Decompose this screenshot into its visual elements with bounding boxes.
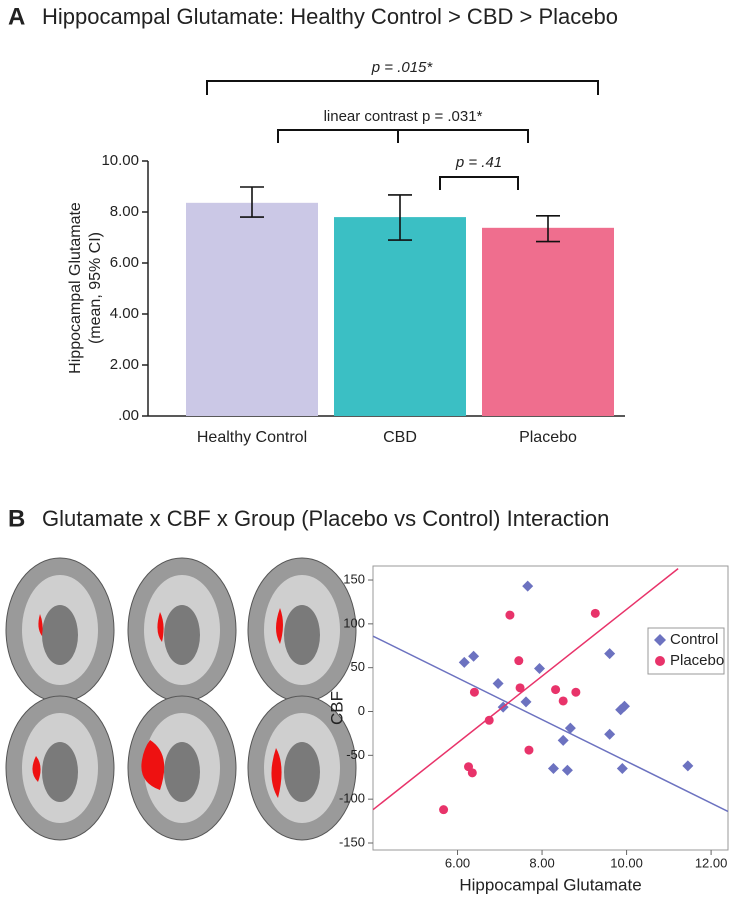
bar (186, 202, 318, 416)
fit-line (373, 568, 679, 811)
y-tick-label: 4.00 (110, 305, 139, 322)
bar (482, 227, 614, 416)
x-tick-label: 8.00 (529, 855, 554, 870)
fit-line (373, 635, 728, 813)
brackets (206, 80, 599, 190)
point (458, 656, 470, 668)
brain-slice (5, 557, 115, 703)
point (604, 648, 616, 660)
legend-marker (655, 656, 665, 666)
point (561, 764, 573, 776)
legend-marker (654, 634, 666, 646)
point (439, 805, 449, 815)
point (522, 580, 534, 592)
y-axis-label: Hippocampal Glutamate (67, 202, 84, 374)
x-tick-label: 10.00 (610, 855, 643, 870)
y-tick-label: 50 (351, 659, 365, 674)
point (524, 745, 534, 755)
legend-label: Control (670, 631, 718, 648)
legend-label: Placebo (670, 652, 724, 669)
y-tick-label: -50 (346, 747, 365, 762)
y-tick-label: 0 (358, 703, 365, 718)
x-tick-label: 6.00 (445, 855, 470, 870)
chart-title: Glutamate x CBF x Group (Placebo vs Cont… (42, 506, 609, 531)
annotation: linear contrast p = .031* (324, 108, 483, 125)
error-bar (536, 215, 560, 243)
error-bar (388, 194, 412, 241)
point (682, 760, 694, 772)
point (492, 677, 504, 689)
x-axis-label: Hippocampal Glutamate (459, 875, 641, 894)
point (467, 768, 477, 778)
brain-slice (127, 557, 237, 703)
point (534, 663, 546, 675)
chart-title: Hippocampal Glutamate: Healthy Control >… (42, 4, 618, 29)
bar (334, 217, 466, 416)
y-tick-label: 2.00 (110, 356, 139, 373)
error-bar (240, 186, 264, 218)
brain-slice (127, 695, 237, 841)
bracket (277, 129, 529, 143)
y-tick-label: .00 (118, 407, 139, 424)
y-tick-label: 8.00 (110, 203, 139, 220)
bracket (439, 176, 519, 190)
y-tick-label: -150 (339, 834, 365, 849)
x-tick-label: Healthy Control (197, 429, 307, 446)
point (515, 683, 525, 693)
point (505, 610, 515, 620)
point (484, 715, 494, 725)
y-tick-label: 6.00 (110, 254, 139, 271)
annotation: p = .41 (455, 154, 502, 171)
point (558, 696, 568, 706)
point (564, 722, 576, 734)
point (469, 687, 479, 697)
bracket (206, 80, 599, 95)
point (618, 700, 630, 712)
y-axis-label: (mean, 95% CI) (87, 232, 104, 344)
panel-label: A (8, 3, 25, 30)
x-tick-label: CBD (383, 429, 417, 446)
brain-images (5, 557, 357, 841)
brain-slice (247, 557, 357, 703)
point (514, 656, 524, 666)
point (571, 687, 581, 697)
y-tick-label: 10.00 (101, 152, 139, 169)
point (547, 762, 559, 774)
y-tick-label: -100 (339, 791, 365, 806)
point (557, 734, 569, 746)
plot-area (372, 565, 729, 851)
y-tick-label: 150 (343, 571, 365, 586)
y-tick-label: 100 (343, 615, 365, 630)
point (551, 685, 561, 695)
point (520, 696, 532, 708)
brain-slice (247, 695, 357, 841)
x-tick-label: 12.00 (695, 855, 728, 870)
x-tick-label: Placebo (519, 429, 577, 446)
panel-label: B (8, 505, 25, 532)
point (590, 608, 600, 618)
brain-slice (5, 695, 115, 841)
point (616, 762, 628, 774)
point (604, 728, 616, 740)
point (468, 650, 480, 662)
annotation: p = .015* (371, 59, 434, 76)
y-axis-label: CBF (327, 691, 346, 725)
